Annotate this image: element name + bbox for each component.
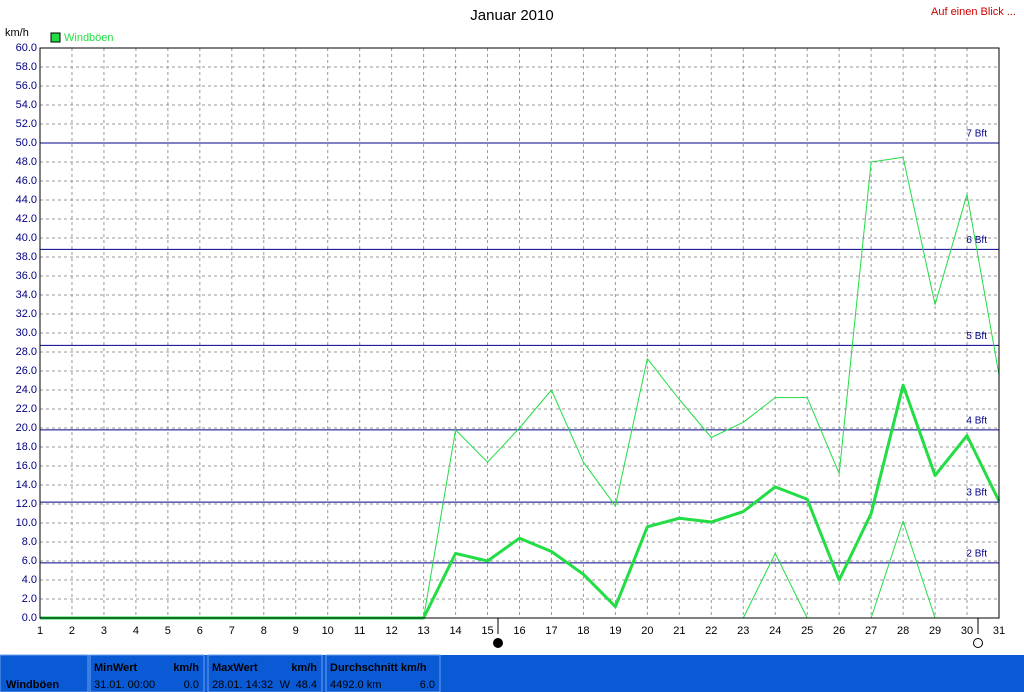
x-tick-label: 8	[261, 625, 267, 637]
y-tick-label: 48.0	[16, 156, 37, 168]
x-tick-label: 31	[993, 625, 1005, 637]
new-moon-icon	[493, 638, 503, 648]
summary-box	[0, 654, 89, 692]
x-tick-label: 1	[37, 625, 43, 637]
chart-title: Januar 2010	[470, 7, 553, 24]
y-tick-label: 46.0	[16, 175, 37, 187]
reference-label: 2 Bft	[966, 549, 987, 560]
x-tick-label: 24	[769, 625, 781, 637]
y-tick-label: 6.0	[22, 555, 37, 567]
plot: 0.0 2.0 4.0 6.0 8.0 10.0 12.0 14.0 16.0 18.0 20.0 2…	[16, 42, 1006, 637]
legend-swatch	[50, 32, 61, 43]
x-tick-label: 28	[897, 625, 909, 637]
x-tick-label: 9	[293, 625, 299, 637]
y-tick-label: 8.0	[22, 536, 37, 548]
x-tick-label: 12	[386, 625, 398, 637]
summary-value: 0.0	[184, 679, 199, 691]
summary-title: MaxWert	[212, 662, 258, 674]
x-tick-label: 5	[165, 625, 171, 637]
x-tick-label: 22	[705, 625, 717, 637]
summary-box	[89, 654, 205, 692]
summary-time: 31.01. 00:00	[94, 679, 155, 691]
y-tick-label: 4.0	[22, 574, 37, 586]
y-tick-label: 54.0	[16, 99, 37, 111]
y-tick-label: 12.0	[16, 498, 37, 510]
x-tick-label: 20	[641, 625, 653, 637]
y-tick-label: 32.0	[16, 308, 37, 320]
y-tick-label: 44.0	[16, 194, 37, 206]
reference-label: 6 Bft	[966, 235, 987, 246]
x-tick-label: 25	[801, 625, 813, 637]
x-tick-label: 10	[322, 625, 334, 637]
reference-label: 4 Bft	[966, 416, 987, 427]
plot-border	[39, 47, 1000, 619]
x-tick-label: 7	[229, 625, 235, 637]
link[interactable]: Auf einen Blick ...	[931, 6, 1016, 18]
y-tick-label: 42.0	[16, 213, 37, 225]
y-axis-label: km/h	[5, 27, 29, 39]
y-tick-label: 26.0	[16, 365, 37, 377]
y-tick-label: 28.0	[16, 346, 37, 358]
y-tick-label: 40.0	[16, 232, 37, 244]
y-tick-label: 10.0	[16, 517, 37, 529]
x-tick-label: 26	[833, 625, 845, 637]
summary-unit: km/h	[291, 662, 317, 674]
reference-label: 3 Bft	[966, 488, 987, 499]
y-tick-label: 0.0	[22, 612, 37, 624]
y-tick-label: 24.0	[16, 384, 37, 396]
y-tick-label: 14.0	[16, 479, 37, 491]
summary-title: MinWert	[94, 662, 138, 674]
summary-time: 28.01. 14:32	[212, 679, 273, 691]
summary-box	[325, 654, 441, 692]
legend-label: Windböen	[64, 32, 114, 44]
summary-dir: W	[280, 679, 291, 691]
x-tick-label: 21	[673, 625, 685, 637]
x-tick-label: 16	[513, 625, 525, 637]
x-tick-label: 17	[545, 625, 557, 637]
summary-name: Windböen	[6, 679, 59, 691]
x-tick-label: 15	[481, 625, 493, 637]
y-tick-label: 38.0	[16, 251, 37, 263]
x-tick-label: 11	[354, 625, 365, 637]
x-tick-label: 27	[865, 625, 877, 637]
x-tick-label: 30	[961, 625, 973, 637]
x-tick-label: 19	[609, 625, 621, 637]
x-tick-label: 2	[69, 625, 75, 637]
x-tick-label: 14	[449, 625, 461, 637]
y-tick-label: 18.0	[16, 441, 37, 453]
y-tick-label: 52.0	[16, 118, 37, 130]
summary-box	[207, 654, 323, 692]
summary-title: Durchschnitt km/h	[330, 662, 427, 674]
summary-unit: km/h	[173, 662, 199, 674]
reference-label: 7 Bft	[966, 129, 987, 140]
summary-value: 6.0	[420, 679, 435, 691]
reference-label: 5 Bft	[966, 331, 987, 342]
x-tick-label: 23	[737, 625, 749, 637]
y-tick-label: 20.0	[16, 422, 37, 434]
y-tick-label: 16.0	[16, 460, 37, 472]
y-tick-label: 2.0	[22, 593, 37, 605]
x-tick-label: 3	[101, 625, 107, 637]
full-moon-icon	[973, 638, 983, 648]
x-tick-label: 4	[133, 625, 139, 637]
y-tick-label: 30.0	[16, 327, 37, 339]
summary-distance: 4492.0 km	[330, 679, 381, 691]
y-tick-label: 60.0	[16, 42, 37, 54]
y-tick-label: 50.0	[16, 137, 37, 149]
x-tick-label: 13	[417, 625, 429, 637]
y-tick-label: 22.0	[16, 403, 37, 415]
x-tick-label: 29	[929, 625, 941, 637]
y-tick-label: 58.0	[16, 61, 37, 73]
y-tick-label: 56.0	[16, 80, 37, 92]
y-tick-label: 36.0	[16, 270, 37, 282]
x-tick-label: 18	[577, 625, 589, 637]
x-tick-label: 6	[197, 625, 203, 637]
summary-value: 48.4	[296, 679, 317, 691]
y-tick-label: 34.0	[16, 289, 37, 301]
